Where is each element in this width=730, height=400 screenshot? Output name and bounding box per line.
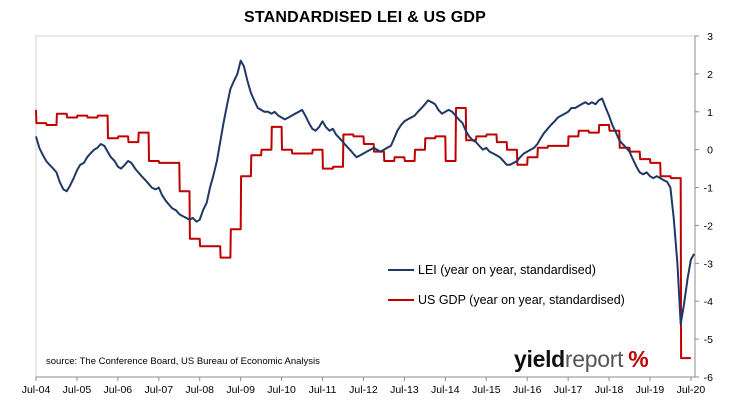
y-tick-label: -5 xyxy=(704,334,713,346)
x-tick-label: Jul-12 xyxy=(349,384,378,396)
legend-swatch-lei xyxy=(388,269,414,271)
x-tick-label: Jul-13 xyxy=(390,384,419,396)
x-tick-label: Jul-06 xyxy=(104,384,133,396)
x-tick-label: Jul-10 xyxy=(267,384,296,396)
yieldreport-logo: yieldreport% xyxy=(514,346,649,373)
source-note: source: The Conference Board, US Bureau … xyxy=(46,356,320,367)
legend-item-gdp: US GDP (year on year, standardised) xyxy=(388,293,625,307)
plot-area-frame xyxy=(35,35,696,378)
y-tick-label: -1 xyxy=(704,183,713,195)
y-tick-label: 3 xyxy=(707,31,713,43)
series-line-lei xyxy=(35,59,696,325)
y-tick-label: -2 xyxy=(704,220,713,232)
legend-label-gdp: US GDP (year on year, standardised) xyxy=(418,293,625,307)
series-line-gdp xyxy=(35,107,691,360)
legend-item-lei: LEI (year on year, standardised) xyxy=(388,263,596,277)
logo-part-report: report xyxy=(564,346,624,372)
y-tick-label: -6 xyxy=(704,372,713,384)
y-tick-label: 2 xyxy=(707,69,713,81)
y-tick-label: 1 xyxy=(707,107,713,119)
x-tick-label: Jul-14 xyxy=(431,384,460,396)
x-tick-label: Jul-08 xyxy=(185,384,214,396)
x-tick-label: Jul-19 xyxy=(636,384,665,396)
x-tick-label: Jul-16 xyxy=(513,384,542,396)
x-tick-label: Jul-09 xyxy=(226,384,255,396)
logo-percent-symbol: % xyxy=(628,346,649,372)
x-tick-label: Jul-11 xyxy=(309,384,337,396)
x-tick-label: Jul-15 xyxy=(472,384,501,396)
x-tick-label: Jul-17 xyxy=(554,384,583,396)
y-tick-label: 0 xyxy=(707,145,713,157)
y-tick-label: -4 xyxy=(704,296,713,308)
logo-part-yield: yield xyxy=(514,346,565,372)
y-tick-label: -3 xyxy=(704,258,713,270)
x-tick-label: Jul-20 xyxy=(677,384,706,396)
x-tick-label: Jul-05 xyxy=(63,384,92,396)
chart-title: STANDARDISED LEI & US GDP xyxy=(243,9,487,26)
legend-label-lei: LEI (year on year, standardised) xyxy=(418,263,596,277)
x-tick-label: Jul-04 xyxy=(22,384,51,396)
x-tick-label: Jul-18 xyxy=(595,384,624,396)
x-tick-label: Jul-07 xyxy=(144,384,173,396)
legend-swatch-gdp xyxy=(388,299,414,301)
